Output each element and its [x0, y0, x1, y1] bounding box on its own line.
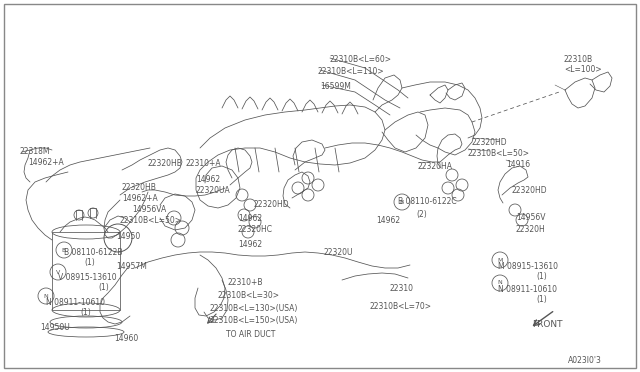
Text: V: V — [56, 269, 60, 275]
Text: 22320HB: 22320HB — [148, 159, 183, 168]
Text: 14962: 14962 — [376, 216, 400, 225]
Text: M 08915-13610: M 08915-13610 — [498, 262, 558, 271]
Text: 16599M: 16599M — [320, 82, 351, 91]
Text: M: M — [497, 257, 502, 263]
Text: 14962: 14962 — [196, 175, 220, 184]
Text: 22320H: 22320H — [516, 225, 546, 234]
Text: 14960: 14960 — [114, 334, 138, 343]
Bar — [52, 232, 120, 310]
Text: 22320U: 22320U — [324, 248, 353, 257]
Text: (2): (2) — [416, 210, 427, 219]
Text: B: B — [62, 247, 66, 253]
Text: (1): (1) — [98, 283, 109, 292]
Text: 14957M: 14957M — [116, 262, 147, 271]
Text: 22318M: 22318M — [20, 147, 51, 156]
Text: 22310: 22310 — [390, 284, 414, 293]
Text: 14956VA: 14956VA — [132, 205, 166, 214]
Text: 22310B<L=130>(USA): 22310B<L=130>(USA) — [210, 304, 298, 313]
Text: 22320HB: 22320HB — [122, 183, 157, 192]
Text: (1): (1) — [536, 272, 547, 281]
Text: 22320HD: 22320HD — [254, 200, 290, 209]
Text: 22310B: 22310B — [564, 55, 593, 64]
Text: TO AIR DUCT: TO AIR DUCT — [226, 330, 275, 339]
Text: 22320HC: 22320HC — [238, 225, 273, 234]
Text: (1): (1) — [536, 295, 547, 304]
Text: N: N — [498, 280, 502, 285]
Text: N: N — [44, 294, 49, 298]
Text: V 08915-13610: V 08915-13610 — [58, 273, 116, 282]
Text: 22310+B: 22310+B — [228, 278, 264, 287]
Text: B 08110-6122B: B 08110-6122B — [64, 248, 122, 257]
Text: 22310B<L=50>: 22310B<L=50> — [468, 149, 530, 158]
Text: 22310B<L=60>: 22310B<L=60> — [330, 55, 392, 64]
Text: (1): (1) — [84, 258, 95, 267]
Text: 14950: 14950 — [116, 232, 140, 241]
Text: (1): (1) — [80, 308, 91, 317]
Text: FRONT: FRONT — [532, 320, 563, 329]
Text: 22310+A: 22310+A — [186, 159, 221, 168]
Text: 14962+A: 14962+A — [122, 194, 157, 203]
Text: 22320HD: 22320HD — [512, 186, 548, 195]
Text: N 08911-10610: N 08911-10610 — [46, 298, 105, 307]
Text: B: B — [400, 199, 404, 205]
Text: 14956V: 14956V — [516, 213, 545, 222]
Text: A023I0'3: A023I0'3 — [568, 356, 602, 365]
Text: 22310B<L=30>: 22310B<L=30> — [218, 291, 280, 300]
Text: B 08110-6122C: B 08110-6122C — [398, 197, 456, 206]
Text: <L=100>: <L=100> — [564, 65, 602, 74]
Text: 22320HA: 22320HA — [418, 162, 453, 171]
Text: 22310B<L=70>: 22310B<L=70> — [370, 302, 432, 311]
Text: 14962: 14962 — [238, 214, 262, 223]
Text: 14962+A: 14962+A — [28, 158, 64, 167]
Text: 22320UA: 22320UA — [196, 186, 231, 195]
Text: 22320HD: 22320HD — [472, 138, 508, 147]
Text: 14950U: 14950U — [40, 323, 70, 332]
Text: N 08911-10610: N 08911-10610 — [498, 285, 557, 294]
Text: 22310B<L=150>(USA): 22310B<L=150>(USA) — [210, 316, 298, 325]
Text: 14916: 14916 — [506, 160, 530, 169]
Text: 22310B<L=50>: 22310B<L=50> — [120, 216, 182, 225]
Text: 14962: 14962 — [238, 240, 262, 249]
Text: 22310B<L=110>: 22310B<L=110> — [318, 67, 385, 76]
